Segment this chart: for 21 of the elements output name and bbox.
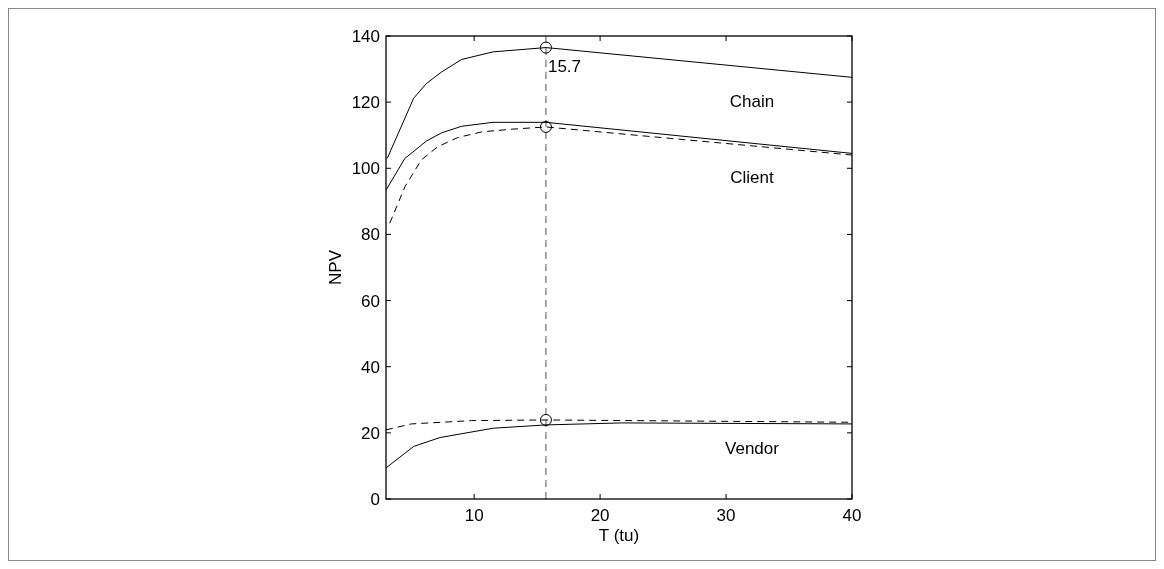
series-label: Vendor [725,438,780,458]
y-tick-label: 140 [351,27,380,46]
point [539,413,552,426]
series-label: Client [730,168,775,188]
y-tick-label: 80 [361,225,380,245]
y-tick-label: 100 [351,159,380,179]
y-tick-label: 20 [361,423,380,443]
x-axis-title: T (tu) [598,526,640,545]
x-tick-label: 20 [590,506,610,525]
y-tick-label: 40 [361,357,380,377]
point [539,120,552,133]
y-tick-label: 60 [361,291,380,311]
x-tick-label: 10 [464,506,484,525]
x-tick-label: 40 [842,506,862,525]
y-axis-title: NPV [326,249,345,285]
ref-line-label: 15.7 [547,57,582,76]
point [539,41,552,54]
x-tick-label: 30 [716,506,736,525]
y-tick-label: 0 [370,490,380,509]
series-label: Chain [729,92,775,112]
y-tick-label: 120 [351,93,380,113]
